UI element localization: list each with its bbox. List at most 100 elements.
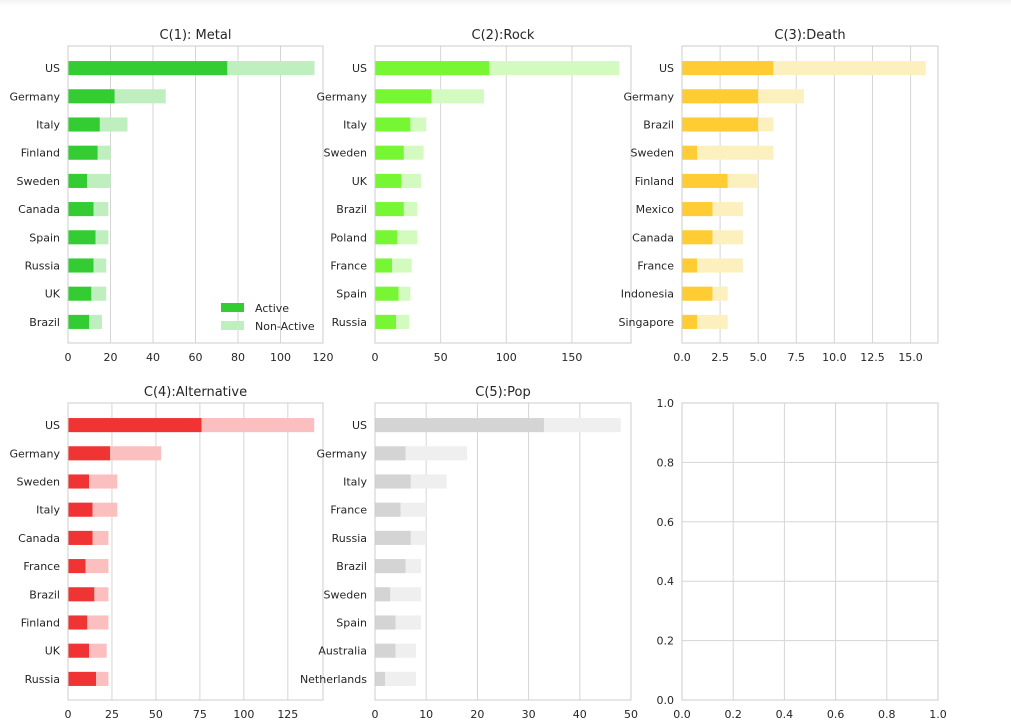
chart-title: C(1): Metal	[160, 28, 232, 43]
bar-active-france	[375, 258, 393, 273]
bar-active-italy	[68, 117, 100, 132]
x-tick-label: 100	[270, 351, 291, 364]
x-tick-label: 40	[146, 351, 160, 364]
bar-non-active-canada	[712, 230, 743, 245]
bar-active-us	[375, 61, 490, 76]
bar-active-us	[682, 61, 774, 76]
bar-active-mexico	[682, 202, 713, 217]
legend-label-non-active: Non-Active	[255, 320, 315, 333]
bar-non-active-brazil	[94, 587, 109, 602]
x-tick-label: 0	[372, 351, 379, 364]
chart-panel-empty: 0.0 0.2 0.4 0.6 0.8 1.0 0.0 0.2 0.4 0.6 0.8 1.0	[657, 397, 947, 721]
bar-active-spain	[375, 615, 396, 630]
bar-active-brazil	[68, 587, 95, 602]
bar-active-italy	[375, 474, 411, 489]
y-tick-label: Russia	[25, 260, 60, 273]
x-tick-label: 100	[496, 351, 517, 364]
x-tick-label: 10	[419, 708, 433, 721]
bar-non-active-poland	[397, 230, 418, 245]
bar-active-france	[68, 559, 86, 574]
bar-active-uk	[375, 173, 402, 188]
bar-non-active-russia	[96, 671, 109, 686]
x-tick-label: 5.0	[749, 351, 767, 364]
y-tick-label: UK	[45, 288, 61, 301]
y-tick-label: Brazil	[336, 560, 367, 573]
x-tick-label: 20	[470, 708, 484, 721]
bar-active-brazil	[68, 314, 90, 329]
bar-non-active-russia	[93, 258, 107, 273]
y-tick-label: Spain	[336, 288, 367, 301]
y-tick-label: France	[330, 504, 367, 517]
x-tick-label: 7.5	[788, 351, 806, 364]
y-tick-label: Indonesia	[621, 288, 674, 301]
bar-active-brazil	[682, 117, 759, 132]
bar-non-active-netherlands	[385, 671, 416, 686]
bar-active-germany	[682, 89, 759, 104]
x-tick-label: 0	[65, 708, 72, 721]
y-tick-label: Poland	[330, 231, 367, 244]
axes-frame	[374, 402, 632, 701]
bar-non-active-mexico	[712, 202, 743, 217]
x-tick-label: 50	[624, 708, 638, 721]
y-tick-label: US	[659, 62, 674, 75]
bar-non-active-us	[489, 61, 620, 76]
x-tick-label: 150	[561, 351, 582, 364]
x-tick-label: 20	[104, 351, 118, 364]
bar-active-canada	[68, 530, 93, 545]
y-tick-label: Canada	[18, 203, 60, 216]
bar-non-active-brazil	[403, 202, 418, 217]
y-tick-label: France	[637, 260, 674, 273]
bar-non-active-uk	[89, 643, 107, 658]
bar-non-active-france	[85, 559, 109, 574]
bar-non-active-russia	[396, 314, 410, 329]
y-tick-label: Brazil	[29, 588, 60, 601]
x-tick-label: 75	[193, 708, 207, 721]
bar-active-sweden	[68, 173, 88, 188]
bar-active-netherlands	[375, 671, 386, 686]
legend: Active Non-Active	[221, 302, 315, 333]
y-tick-label: Russia	[332, 316, 367, 329]
y-tick-label: Russia	[332, 532, 367, 545]
x-tick-label: 0.8	[878, 708, 896, 721]
y-tick-label: UK	[352, 175, 368, 188]
chart-title: C(5):Pop	[475, 385, 530, 400]
legend-label-active: Active	[255, 302, 289, 315]
bar-non-active-germany	[114, 89, 166, 104]
chart-title: C(2):Rock	[472, 28, 535, 43]
bar-active-australia	[375, 643, 396, 658]
bar-non-active-canada	[93, 202, 109, 217]
bar-non-active-france	[392, 258, 412, 273]
bar-non-active-us	[201, 418, 315, 433]
bar-active-italy	[68, 502, 93, 517]
bar-non-active-germany	[431, 89, 484, 104]
y-tick-label: Sweden	[324, 588, 367, 601]
bar-active-germany	[375, 89, 432, 104]
y-tick-label: Italy	[343, 119, 367, 132]
x-tick-label: 0.0	[673, 708, 691, 721]
x-tick-label: 0	[372, 708, 379, 721]
x-tick-label: 10.0	[822, 351, 847, 364]
x-tick-label: 25	[105, 708, 119, 721]
y-tick-label: Russia	[25, 673, 60, 686]
chart-panels: US Germany Italy Finland Sweden Canada Spain Ru…	[9, 28, 946, 721]
axes-frame	[67, 45, 324, 344]
bar-active-spain	[68, 230, 96, 245]
bar-non-active-spain	[95, 230, 109, 245]
bar-active-us	[68, 61, 228, 76]
x-tick-label: 80	[231, 351, 245, 364]
y-tick-label: Germany	[316, 90, 367, 103]
y-tick-label: US	[45, 62, 60, 75]
y-tick-label: Italy	[36, 119, 60, 132]
y-tick-label: 0.8	[657, 456, 675, 469]
y-tick-label: 0.0	[657, 694, 675, 707]
bar-non-active-germany	[110, 446, 162, 461]
bar-non-active-sweden	[390, 587, 422, 602]
x-tick-label: 15.0	[898, 351, 923, 364]
x-tick-label: 0	[65, 351, 72, 364]
y-tick-label: US	[352, 419, 367, 432]
bar-non-active-finland	[727, 173, 759, 188]
bar-active-germany	[375, 446, 406, 461]
y-tick-label: Germany	[316, 447, 367, 460]
bar-non-active-italy	[410, 474, 447, 489]
